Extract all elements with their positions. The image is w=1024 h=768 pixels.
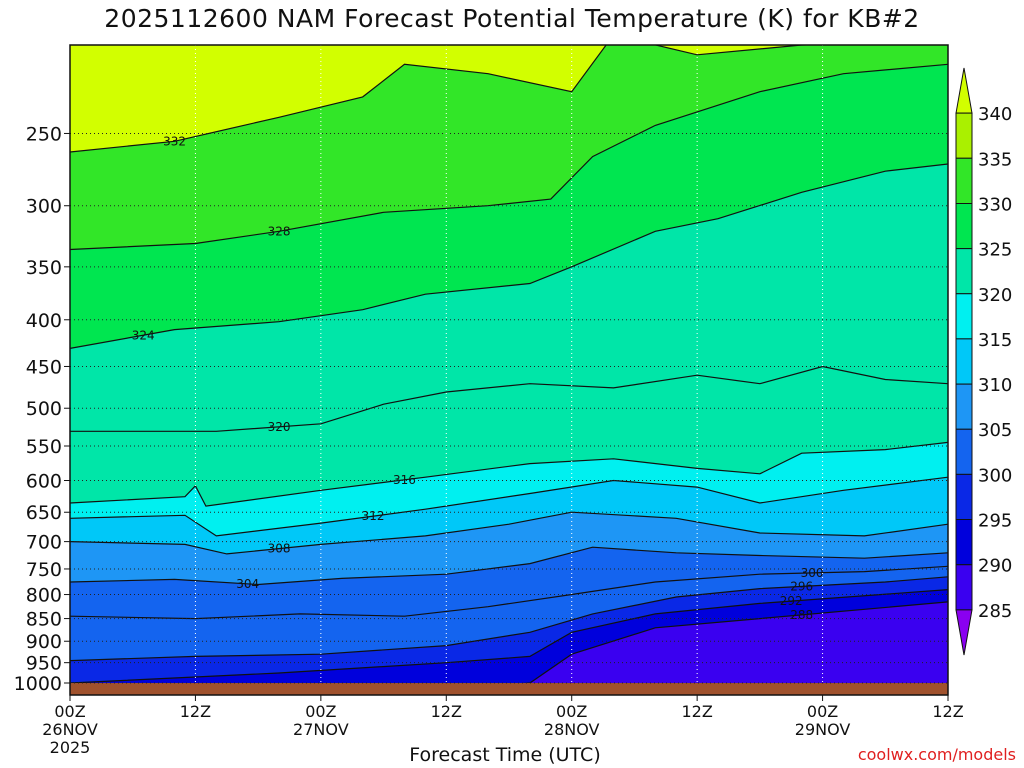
x-tick-label-48-1: 28NOV <box>544 720 600 739</box>
contour-label-316: 316 <box>393 473 416 487</box>
x-axis-label: Forecast Time (UTC) <box>409 744 601 766</box>
colorbar-cell-10 <box>955 157 973 204</box>
contour-308 <box>70 511 948 555</box>
y-tick-label-350: 350 <box>26 257 62 279</box>
colorbar-cell-3 <box>955 473 973 521</box>
y-tick-label-400: 400 <box>26 310 62 332</box>
contour-label-288: 288 <box>790 608 813 622</box>
contour-label-304: 304 <box>236 577 259 591</box>
x-tick-label-72-0: 00Z <box>807 702 838 721</box>
colorbar-label-335: 335 <box>978 149 1012 170</box>
x-tick-label-12-0: 12Z <box>180 702 211 721</box>
plot-frame <box>69 44 949 696</box>
contour-label-292: 292 <box>780 594 803 608</box>
x-tick-label-0-2: 2025 <box>50 738 91 757</box>
contour-label-296: 296 <box>790 579 813 593</box>
y-tick-label-800: 800 <box>26 585 62 607</box>
y-tick-label-950: 950 <box>26 653 62 675</box>
colorbar-cell-4 <box>955 428 973 475</box>
colorbar-cell-0 <box>955 609 973 656</box>
colorbar-cell-9 <box>955 202 973 250</box>
colorbar-cell-12 <box>955 67 973 114</box>
colorbar-cell-6 <box>955 338 973 385</box>
colorbar-label-340: 340 <box>978 104 1012 125</box>
y-tick-label-250: 250 <box>26 123 62 145</box>
y-tick-label-700: 700 <box>26 532 62 554</box>
y-tick-label-600: 600 <box>26 471 62 493</box>
colorbar-cell-2 <box>955 519 973 566</box>
contour-label-324: 324 <box>132 328 155 342</box>
x-tick-label-24-1: 27NOV <box>293 720 349 739</box>
colorbar-cell-8 <box>955 248 973 295</box>
contour-332 <box>70 45 824 153</box>
contour-292 <box>70 589 948 684</box>
y-tick-label-900: 900 <box>26 631 62 653</box>
x-tick-label-36-0: 12Z <box>431 702 462 721</box>
colorbar-label-285: 285 <box>978 601 1012 622</box>
y-tick-label-850: 850 <box>26 609 62 631</box>
contour-304 <box>70 546 948 586</box>
contour-label-320: 320 <box>268 420 291 434</box>
colorbar-label-320: 320 <box>978 285 1012 306</box>
contour-label-332: 332 <box>163 134 186 148</box>
colorbar-label-290: 290 <box>978 556 1012 577</box>
y-tick-label-1000: 1000 <box>14 673 62 695</box>
y-tick-label-500: 500 <box>26 398 62 420</box>
colorbar-cell-11 <box>955 112 973 159</box>
x-tick-label-60-0: 12Z <box>681 702 712 721</box>
contour-label-300: 300 <box>801 566 824 580</box>
contour-300 <box>70 565 948 620</box>
x-tick-label-84-0: 12Z <box>932 702 963 721</box>
contour-label-312: 312 <box>362 509 385 523</box>
contour-label-308: 308 <box>268 542 291 556</box>
credit-text: coolwx.com/models <box>857 745 1016 764</box>
colorbar-cell-1 <box>955 564 973 611</box>
colorbar-label-330: 330 <box>978 194 1012 215</box>
x-tick-label-72-1: 29NOV <box>795 720 851 739</box>
contour-label-328: 328 <box>268 224 291 238</box>
x-tick-label-0-0: 00Z <box>54 702 85 721</box>
colorbar-label-305: 305 <box>978 420 1012 441</box>
y-tick-label-650: 650 <box>26 502 62 524</box>
y-tick-label-450: 450 <box>26 356 62 378</box>
x-tick-label-0-1: 26NOV <box>42 720 98 739</box>
y-tick-label-750: 750 <box>26 559 62 581</box>
chart-title: 2025112600 NAM Forecast Potential Temper… <box>104 4 920 33</box>
contour-324 <box>70 163 948 349</box>
colorbar-cell-5 <box>955 383 973 430</box>
y-tick-label-300: 300 <box>26 196 62 218</box>
colorbar-label-300: 300 <box>978 465 1012 486</box>
band-below-288 <box>70 601 948 695</box>
x-tick-label-24-0: 00Z <box>305 702 336 721</box>
contour-312 <box>70 476 948 537</box>
y-tick-label-550: 550 <box>26 436 62 458</box>
colorbar-label-315: 315 <box>978 330 1012 351</box>
colorbar-cell-7 <box>955 293 973 340</box>
x-tick-label-48-0: 00Z <box>556 702 587 721</box>
contour-328 <box>70 63 948 251</box>
colorbar-label-310: 310 <box>978 375 1012 396</box>
ground-strip <box>70 683 948 695</box>
colorbar-label-325: 325 <box>978 240 1012 261</box>
colorbar-label-295: 295 <box>978 511 1012 532</box>
